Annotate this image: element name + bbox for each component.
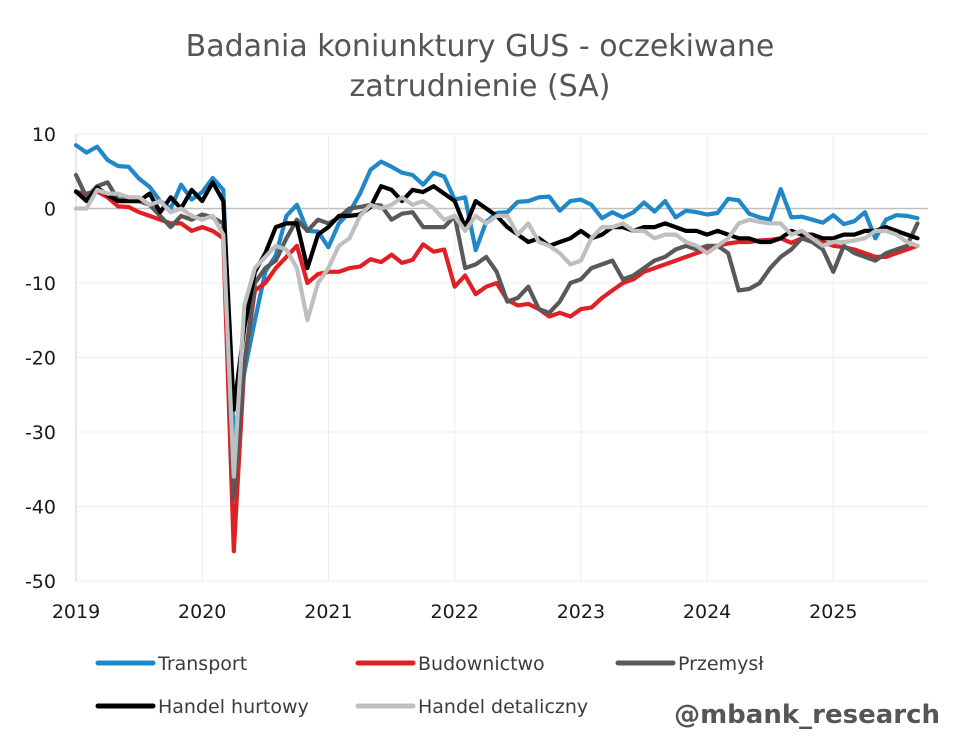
legend-label: Handel detaliczny (418, 696, 588, 718)
grid-lines (75, 133, 928, 582)
legend: Transport Budownictwo Przemysł Handel hurto… (95, 653, 764, 718)
legend-label: Przemysł (678, 653, 764, 675)
series-line-handel-detaliczny (73, 187, 920, 479)
series-line-transport (73, 143, 920, 442)
chart-title-line-1: Badania koniunktury GUS - oczekiwane (186, 29, 775, 64)
x-tick-label: 2019 (52, 601, 100, 623)
legend-label: Handel hurtowy (158, 696, 309, 718)
y-tick-label: 0 (44, 199, 56, 221)
x-tick-label: 2025 (809, 601, 857, 623)
x-tick-label: 2024 (683, 601, 731, 623)
chart-title-line-2: zatrudnienie (SA) (350, 69, 611, 104)
x-tick-label: 2023 (557, 601, 605, 623)
y-axis-ticks: 10 0 -10 -20 -30 -40 -50 (25, 124, 56, 593)
legend-label: Transport (157, 653, 247, 675)
series-lines (73, 143, 920, 554)
y-tick-label: -10 (25, 273, 56, 295)
x-axis-ticks: 2019 2020 2021 2022 2023 2024 2025 (52, 601, 858, 623)
legend-label: Budownictwo (418, 653, 545, 675)
x-tick-label: 2022 (430, 601, 478, 623)
y-tick-label: -50 (25, 571, 56, 593)
y-tick-label: -30 (25, 422, 56, 444)
x-tick-label: 2020 (178, 601, 226, 623)
y-tick-label: -40 (25, 497, 56, 519)
x-tick-label: 2021 (304, 601, 352, 623)
credit-watermark: @mbank_research (674, 700, 940, 730)
y-tick-label: -20 (25, 348, 56, 370)
y-tick-label: 10 (32, 124, 56, 146)
